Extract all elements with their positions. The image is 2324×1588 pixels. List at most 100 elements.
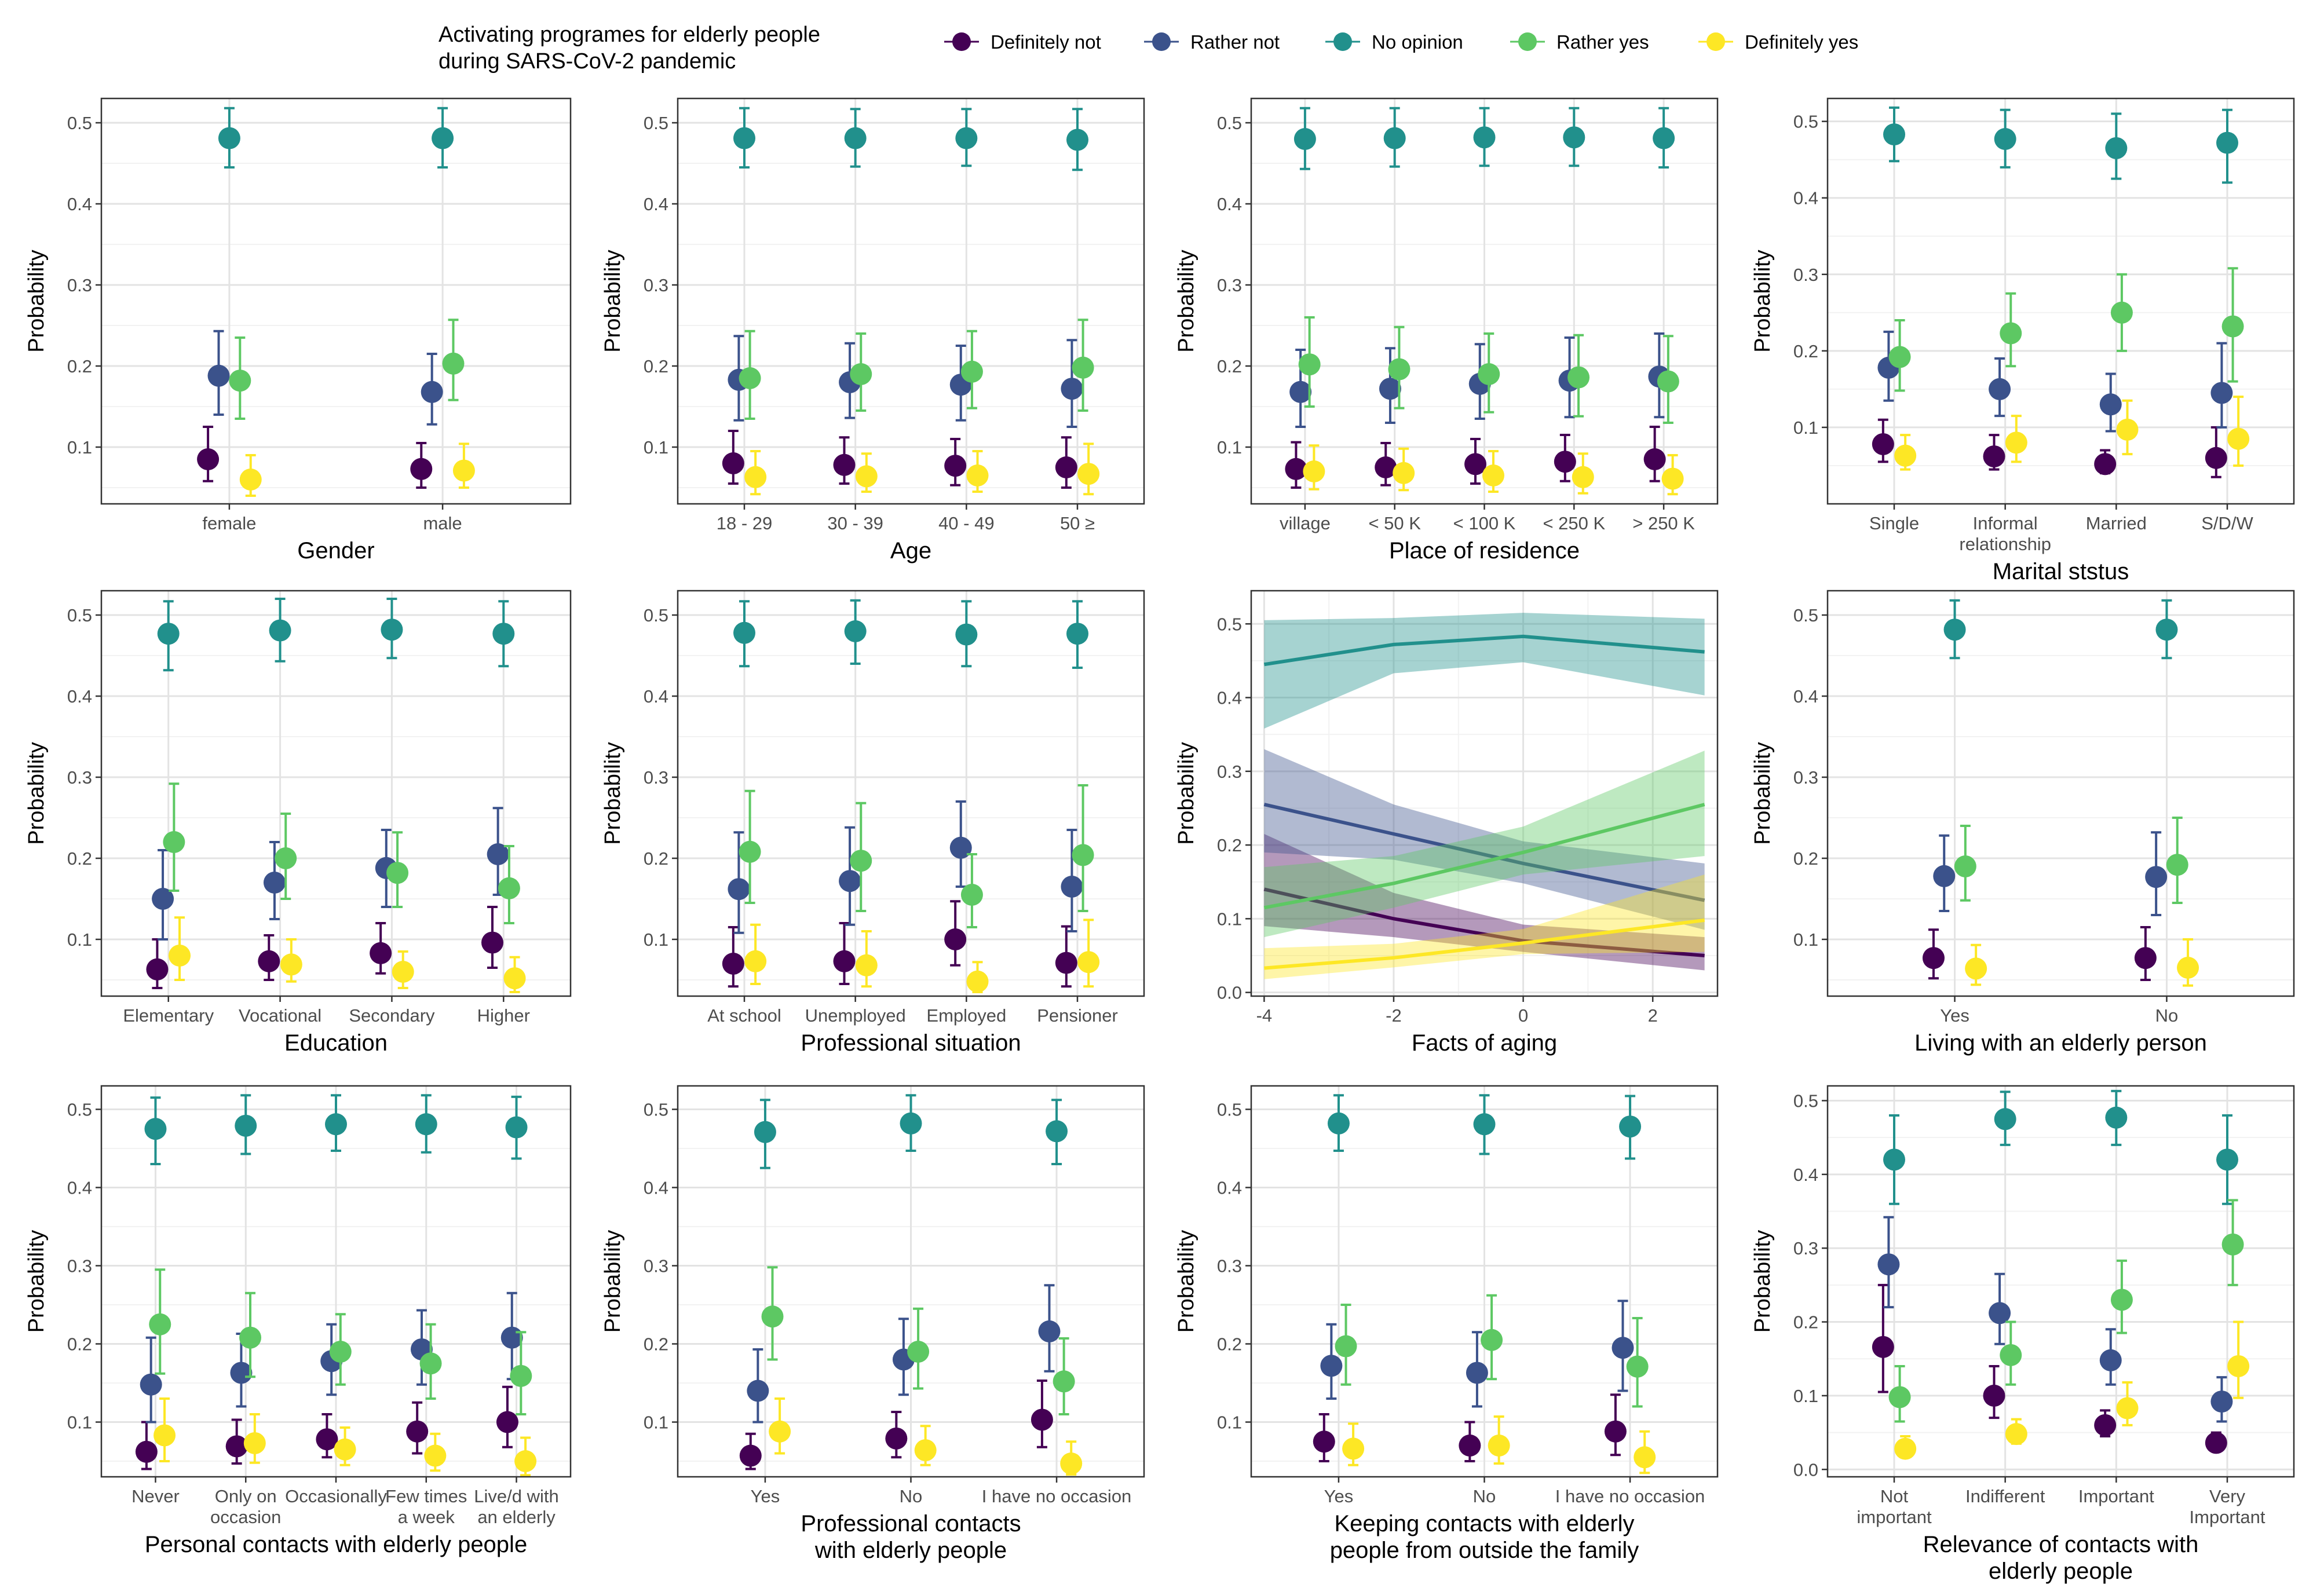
- panel-place-of-residence: 0.1 0.2 0.3 0.4 0.5 village < 50 K < 100 K < 250…: [1174, 97, 1719, 564]
- y-tick-label: 0.4: [1217, 194, 1242, 214]
- y-tick-label: 0.5: [67, 1100, 92, 1120]
- data-marks: [146, 598, 526, 993]
- point-rather-not: [2210, 382, 2233, 404]
- x-tick-label-line: Secondary: [349, 1005, 435, 1026]
- point-no-opinion: [1383, 127, 1406, 149]
- point-no-opinion: [505, 1116, 528, 1139]
- point-definitely-not: [1872, 1335, 1894, 1358]
- point-definitely-yes: [2227, 427, 2250, 450]
- y-tick-label: 0.5: [1217, 113, 1242, 133]
- point-definitely-yes: [855, 465, 878, 488]
- x-tick-label: Unemployed: [805, 1005, 906, 1026]
- major-grid: [1828, 1086, 2294, 1477]
- series-rather-not: [1263, 749, 1705, 930]
- point-no-opinion: [157, 623, 180, 645]
- point-definitely-not: [885, 1427, 908, 1450]
- y-tick-label: 0.4: [67, 1178, 92, 1198]
- point-definitely-not: [2134, 947, 2157, 969]
- point-definitely-not: [1554, 451, 1576, 473]
- point-rather-yes: [1335, 1335, 1357, 1358]
- point-no-opinion: [325, 1113, 347, 1136]
- x-tick-label-line: Occasionally: [285, 1486, 387, 1506]
- y-tick-label: 0.5: [644, 113, 668, 133]
- point-rather-not: [2210, 1391, 2233, 1413]
- point-definitely-yes: [1060, 1452, 1083, 1475]
- line-rather-yes: [1263, 803, 1705, 910]
- point-definitely-not: [197, 448, 220, 470]
- point-rather-not: [1989, 378, 2011, 400]
- series-definitely-yes: [1965, 938, 2199, 987]
- x-tick-label-line: male: [423, 513, 462, 533]
- point-rather-yes: [1626, 1355, 1649, 1378]
- x-tick-label: 30 - 39: [827, 513, 883, 533]
- major-grid: [1828, 591, 2294, 996]
- series-definitely-yes: [1894, 1320, 2250, 1460]
- series-rather-yes: [149, 1268, 532, 1415]
- series-rather-yes: [1298, 316, 1679, 424]
- point-definitely-not: [1464, 453, 1487, 475]
- x-axis-title-line: Keeping contacts with elderly: [1334, 1511, 1634, 1536]
- x-axis-title-line: Gender: [297, 538, 374, 564]
- point-rather-yes: [1481, 1329, 1503, 1351]
- y-tick-label: 0.3: [644, 767, 668, 788]
- y-tick-label: 0.3: [1217, 762, 1242, 782]
- x-tick-label-line: an elderly: [477, 1507, 556, 1527]
- legend-label-rather-yes: Rather yes: [1556, 31, 1649, 53]
- point-no-opinion: [492, 623, 515, 645]
- panel-border: [677, 97, 1145, 505]
- y-tick-label: 0.3: [644, 1256, 668, 1276]
- point-definitely-yes: [243, 1432, 266, 1454]
- point-rather-not: [728, 878, 750, 901]
- panel-border: [677, 1085, 1145, 1478]
- point-rather-yes: [850, 363, 872, 385]
- point-rather-not: [500, 1326, 523, 1349]
- minor-grid: [678, 163, 1144, 488]
- x-tick-label-line: 40 - 49: [938, 513, 995, 533]
- x-tick-label-line: Important: [2078, 1486, 2154, 1506]
- y-tick-label: 0.4: [644, 686, 668, 707]
- y-tick-label: 0.0: [1217, 983, 1242, 1003]
- point-definitely-not: [722, 452, 744, 474]
- point-definitely-not: [739, 1444, 762, 1467]
- y-tick-label: 0.1: [644, 437, 668, 458]
- point-no-opinion: [2155, 619, 2178, 641]
- legend-label-no-opinion: No opinion: [1372, 31, 1463, 53]
- series-no-opinion: [1883, 106, 2238, 184]
- x-tick-label-line: Only on: [215, 1486, 277, 1506]
- series-no-opinion: [754, 1094, 1068, 1169]
- point-definitely-yes: [2005, 431, 2027, 454]
- series-no-opinion: [1883, 1089, 2238, 1205]
- x-tick-label-line: female: [202, 513, 256, 533]
- point-definitely-not: [370, 942, 392, 964]
- point-rather-yes: [229, 369, 251, 392]
- panel-border: [1826, 97, 2295, 505]
- y-tick-label: 0.4: [1793, 1165, 1818, 1185]
- y-tick-label: 0.1: [644, 930, 668, 950]
- y-tick-label: 0.1: [1793, 930, 1818, 950]
- y-tick-label: 0.3: [644, 275, 668, 295]
- x-tick-label-line: Single: [1869, 513, 1919, 533]
- series-rather-yes: [229, 319, 465, 420]
- y-tick-label: 0.1: [1793, 418, 1818, 438]
- x-tick-label: < 250 K: [1543, 513, 1605, 533]
- point-rather-yes: [1072, 844, 1094, 866]
- point-definitely-not: [135, 1440, 158, 1463]
- point-definitely-not: [1643, 448, 1666, 470]
- y-tick-label: 0.4: [644, 1178, 668, 1198]
- x-tick-label: 2: [1648, 1005, 1658, 1026]
- legend-label-definitely-yes: Definitely yes: [1745, 31, 1858, 53]
- y-tick-label: 0.2: [644, 848, 668, 869]
- y-axis-label: Probability: [601, 250, 625, 352]
- point-definitely-yes: [2227, 1355, 2250, 1377]
- y-tick-label: 0.4: [1217, 688, 1242, 708]
- point-rather-yes: [2166, 854, 2188, 876]
- series-definitely-not: [197, 426, 433, 489]
- confidence-band-rather-yes: [1264, 751, 1705, 938]
- point-no-opinion: [1943, 619, 1966, 641]
- x-tick-label: Never: [131, 1486, 180, 1506]
- y-tick-label: 0.5: [1793, 1091, 1818, 1111]
- x-axis-title-line: with elderly people: [814, 1538, 1007, 1563]
- x-tick-label-line: < 50 K: [1368, 513, 1421, 533]
- point-no-opinion: [1327, 1112, 1350, 1135]
- x-tick-label: Married: [2086, 513, 2147, 533]
